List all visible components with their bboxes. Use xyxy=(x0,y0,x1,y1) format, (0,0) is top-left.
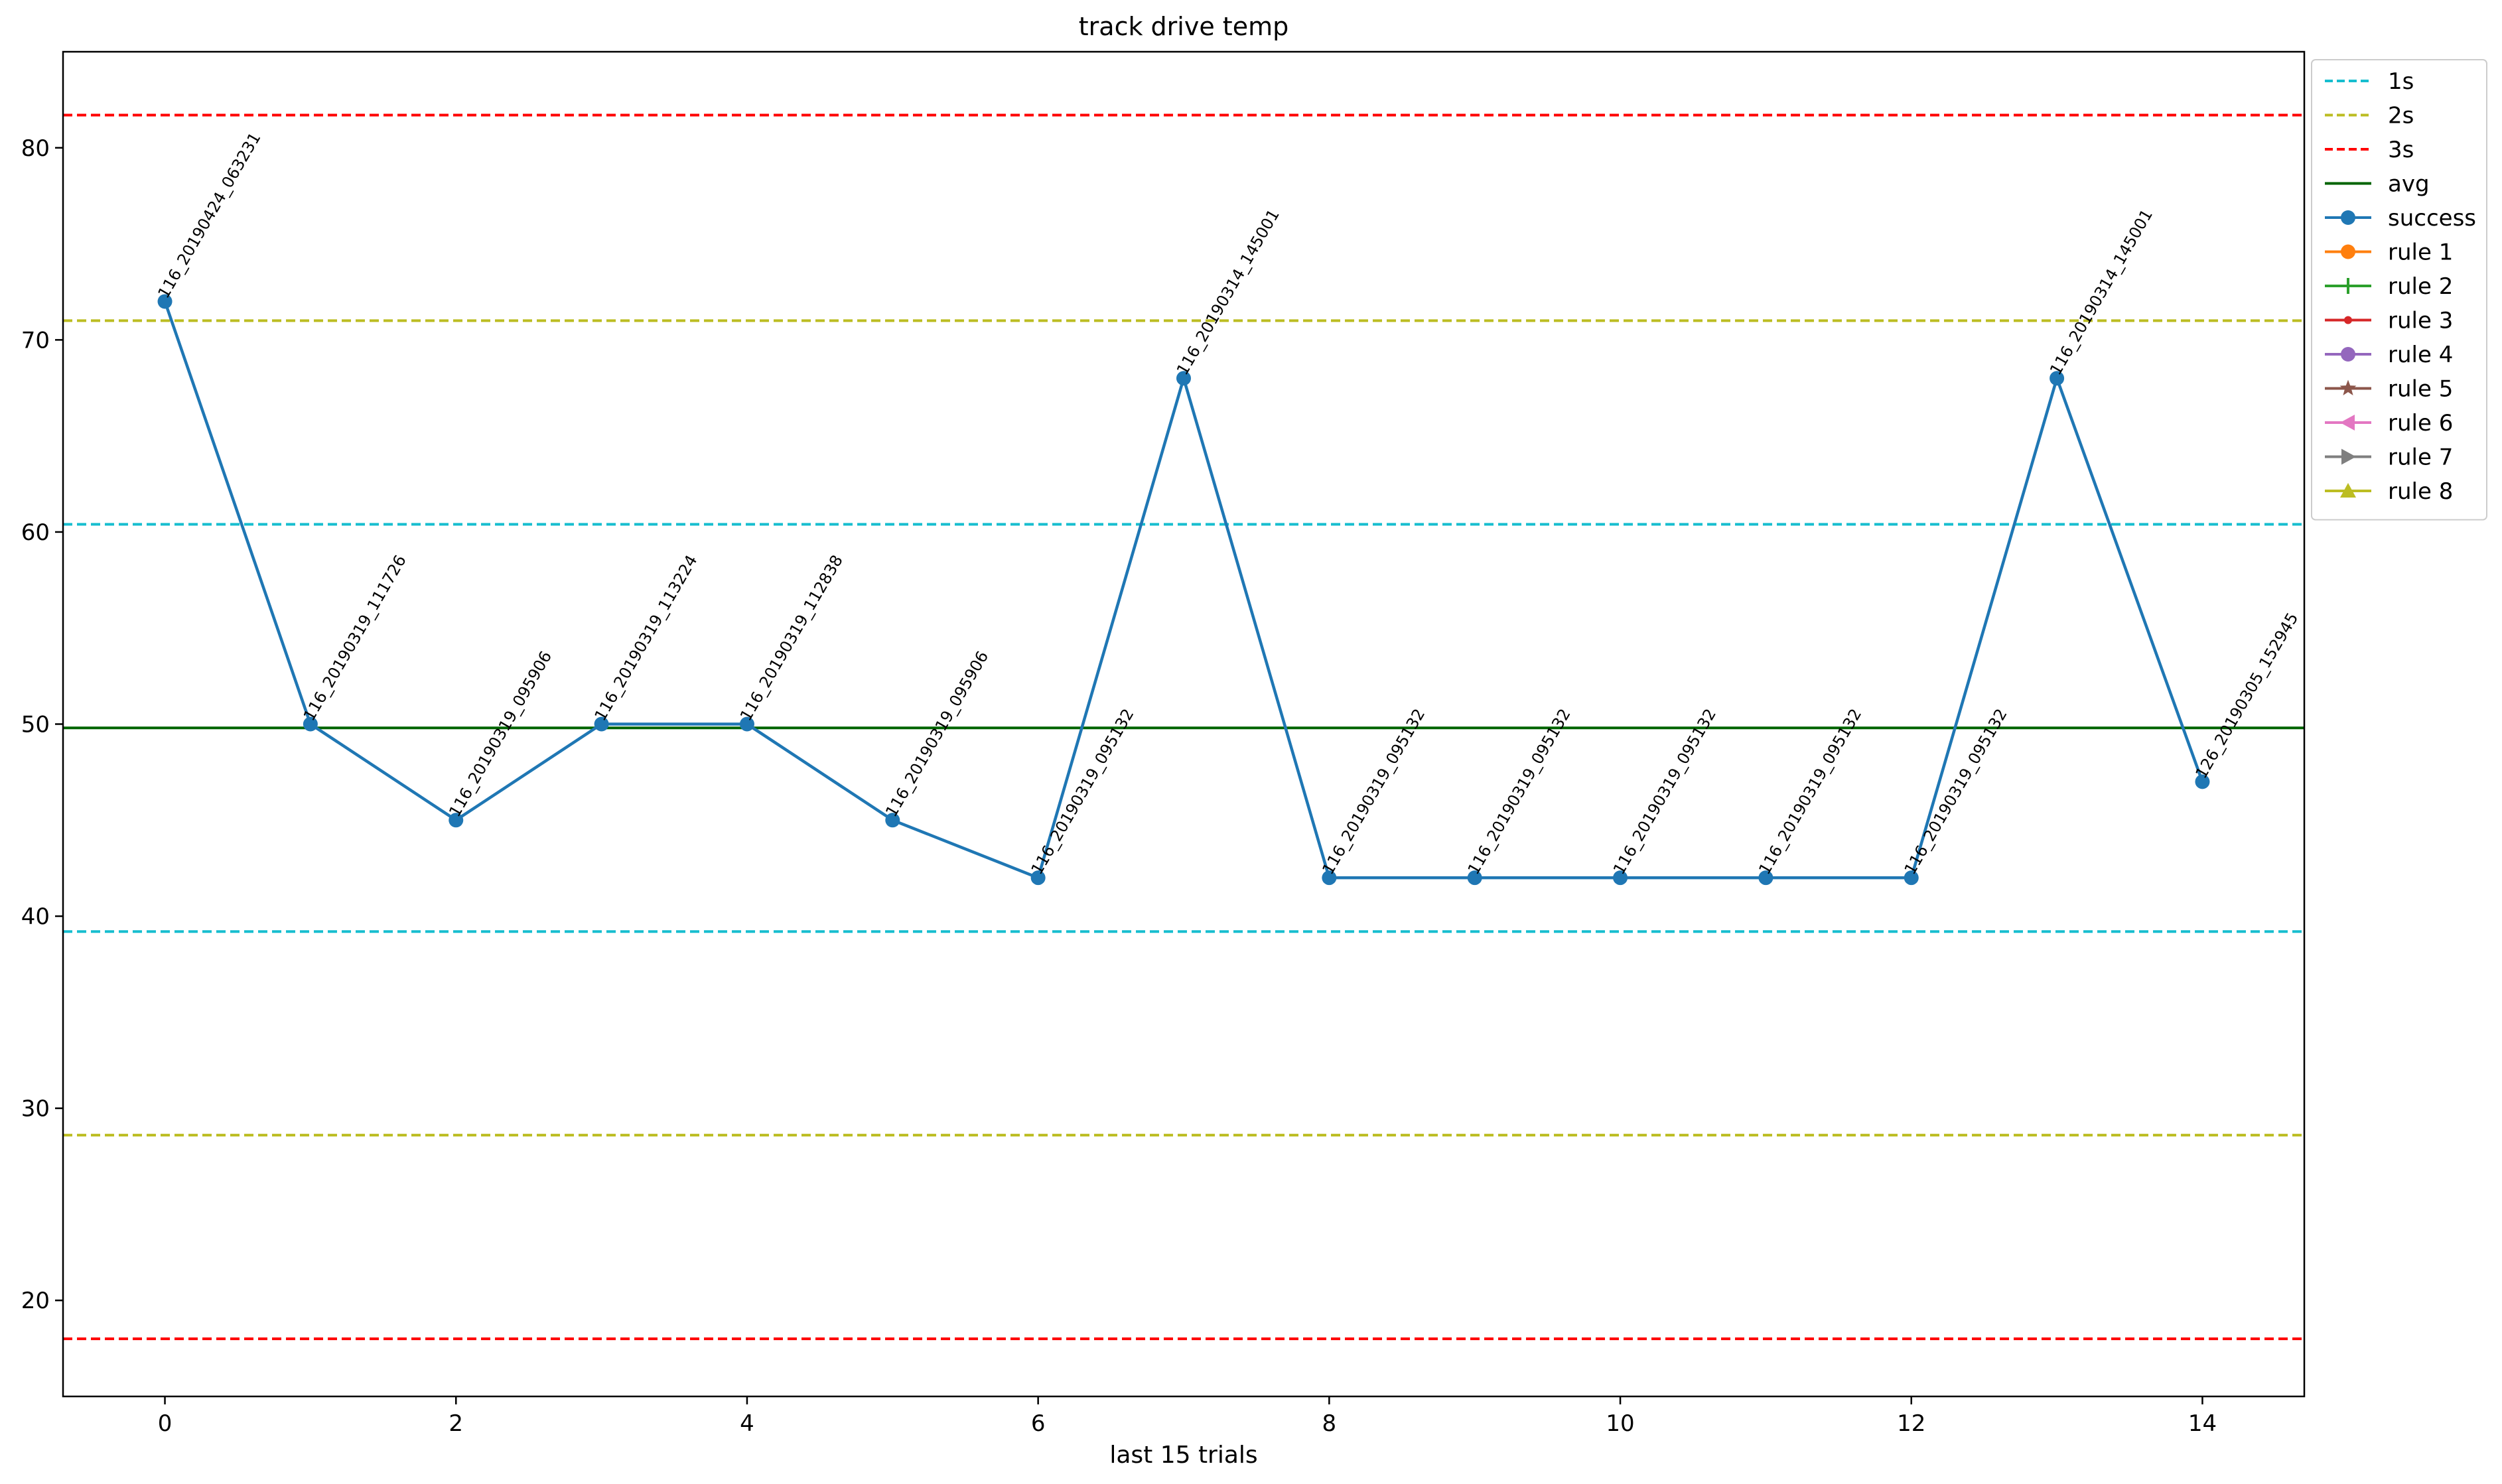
data-point-4 xyxy=(739,716,754,732)
legend-marker-5 xyxy=(2341,244,2355,259)
y-tick-label-80: 80 xyxy=(21,135,50,162)
point-label-9: 116_20190319_095132 xyxy=(1464,706,1574,878)
point-label-3: 116_20190319_113224 xyxy=(591,552,701,724)
point-label-5: 116_20190319_095906 xyxy=(882,648,992,821)
data-point-6 xyxy=(1030,870,1046,886)
data-point-11 xyxy=(1758,870,1773,886)
legend-label-0: 1s xyxy=(2388,68,2414,95)
data-point-8 xyxy=(1322,870,1337,886)
point-label-0: 116_20190424_063231 xyxy=(154,129,264,302)
x-tick-label-0: 0 xyxy=(158,1410,173,1437)
legend-label-4: success xyxy=(2388,205,2476,232)
data-point-13 xyxy=(2050,371,2065,386)
legend-marker-9 xyxy=(2339,379,2357,395)
y-tick-label-60: 60 xyxy=(21,519,50,546)
data-point-10 xyxy=(1613,870,1628,886)
data-point-2 xyxy=(449,813,464,828)
legend-marker-8 xyxy=(2341,347,2355,362)
point-label-12: 116_20190319_095132 xyxy=(1901,706,2011,878)
legend-label-8: rule 4 xyxy=(2388,342,2453,368)
data-point-7 xyxy=(1176,371,1191,386)
legend-label-10: rule 6 xyxy=(2388,410,2453,437)
x-tick-label-2: 2 xyxy=(449,1410,463,1437)
legend-marker-12 xyxy=(2340,483,2356,498)
legend-label-1: 2s xyxy=(2388,103,2414,129)
legend-marker-4 xyxy=(2341,210,2355,225)
point-label-1: 116_20190319_111726 xyxy=(300,552,410,724)
legend-label-9: rule 5 xyxy=(2388,376,2453,403)
x-tick-label-14: 14 xyxy=(2188,1410,2217,1437)
x-axis-label: last 15 trials xyxy=(1109,1442,1257,1469)
point-label-14: 126_20190305_152945 xyxy=(2191,610,2302,782)
legend-box xyxy=(2311,59,2487,521)
data-point-0 xyxy=(157,294,173,309)
x-tick-label-4: 4 xyxy=(740,1410,754,1437)
y-tick-label-40: 40 xyxy=(21,904,50,930)
x-tick-label-10: 10 xyxy=(1606,1410,1634,1437)
legend-label-11: rule 7 xyxy=(2388,444,2453,471)
legend-marker-7 xyxy=(2344,316,2352,324)
x-tick-label-6: 6 xyxy=(1031,1410,1046,1437)
data-point-3 xyxy=(594,716,609,732)
legend-marker-6 xyxy=(2340,278,2356,294)
chart-title: track drive temp xyxy=(1079,12,1288,41)
data-point-9 xyxy=(1467,870,1482,886)
legend-label-5: rule 1 xyxy=(2388,239,2453,266)
data-point-14 xyxy=(2195,774,2210,789)
data-point-1 xyxy=(303,716,318,732)
plot-frame xyxy=(62,50,2306,1398)
y-tick-label-50: 50 xyxy=(21,712,50,738)
legend-label-7: rule 3 xyxy=(2388,308,2453,334)
point-label-6: 116_20190319_095132 xyxy=(1028,706,1138,878)
legend: 1s 2s 3s avg success rule 1 rule 2 rule 3 rule 4… xyxy=(2311,59,2487,521)
legend-label-12: rule 8 xyxy=(2388,478,2453,505)
legend-marker-11 xyxy=(2341,448,2356,465)
x-tick-label-8: 8 xyxy=(1322,1410,1337,1437)
point-label-10: 116_20190319_095132 xyxy=(1610,706,1720,878)
legend-label-6: rule 2 xyxy=(2388,273,2453,300)
y-tick-label-30: 30 xyxy=(21,1096,50,1122)
data-point-5 xyxy=(885,813,900,828)
y-tick-label-70: 70 xyxy=(21,327,50,354)
point-label-13: 116_20190314_145001 xyxy=(2046,206,2156,379)
legend-label-3: avg xyxy=(2388,171,2430,198)
legend-marker-10 xyxy=(2340,415,2355,431)
x-tick-label-12: 12 xyxy=(1897,1410,1925,1437)
data-point-12 xyxy=(1904,870,1919,886)
point-label-11: 116_20190319_095132 xyxy=(1755,706,1865,878)
point-label-2: 116_20190319_095906 xyxy=(445,648,555,821)
legend-label-2: 3s xyxy=(2388,137,2414,163)
point-label-4: 116_20190319_112838 xyxy=(736,552,847,724)
y-tick-label-20: 20 xyxy=(21,1288,50,1314)
point-label-7: 116_20190314_145001 xyxy=(1173,206,1283,379)
point-label-8: 116_20190319_095132 xyxy=(1318,706,1428,878)
